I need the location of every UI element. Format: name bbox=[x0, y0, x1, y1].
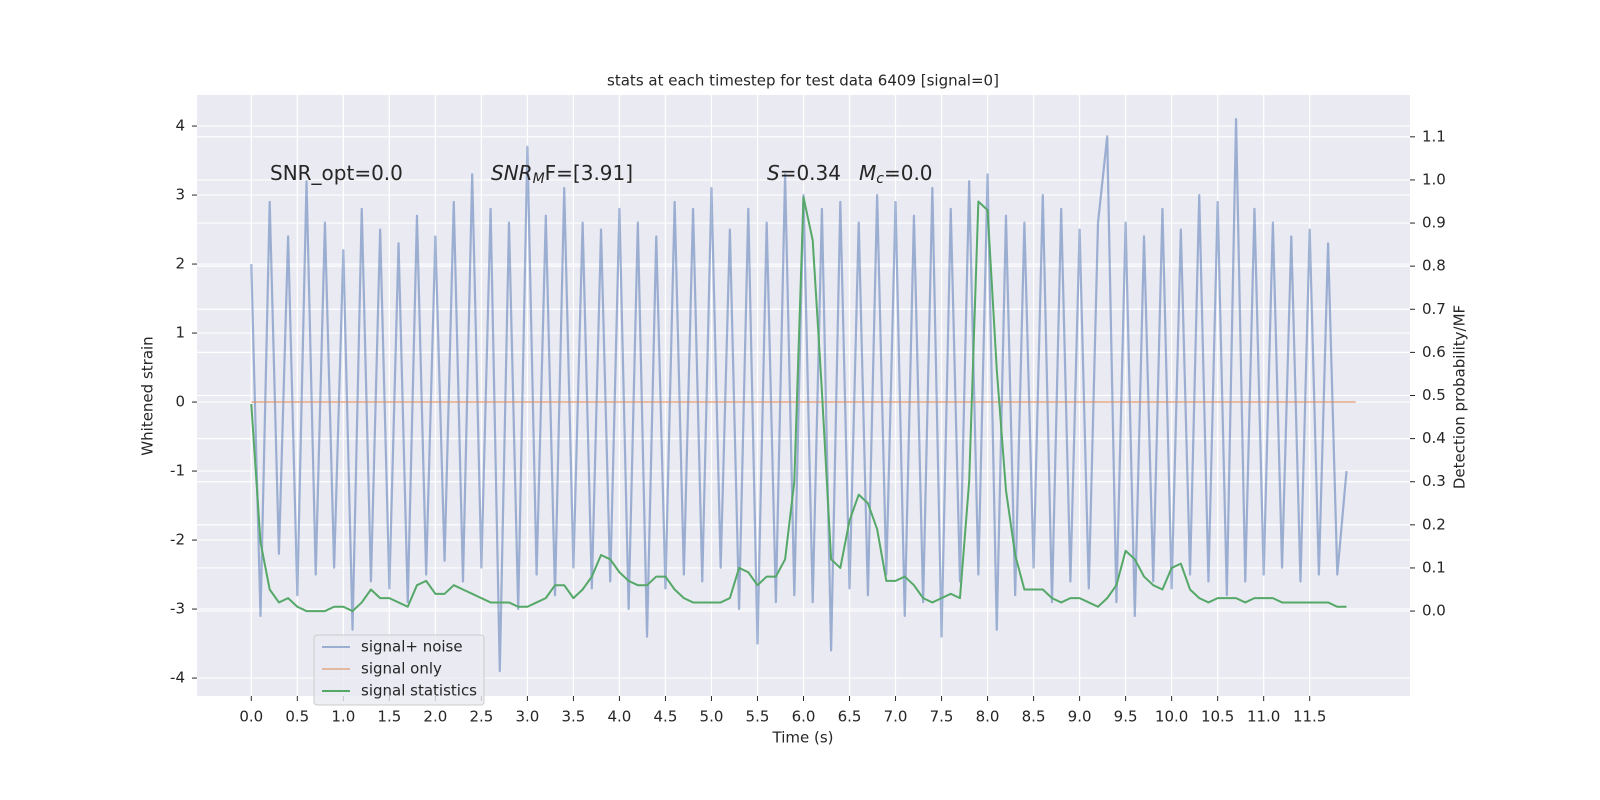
x-tick-label: 0.5 bbox=[285, 708, 309, 726]
y2-tick-label: 0.7 bbox=[1422, 300, 1446, 318]
y2-tick-label: 1.0 bbox=[1422, 170, 1446, 188]
annotation: Mc=0.0 bbox=[859, 161, 933, 188]
series-line bbox=[250, 118, 1348, 673]
y2-tick-label: 0.9 bbox=[1422, 214, 1446, 232]
grid bbox=[192, 95, 1415, 701]
x-tick-label: 6.0 bbox=[792, 708, 816, 726]
y2-tick-label: 0.5 bbox=[1422, 386, 1446, 404]
labels: 0.0 0.5 1.0 1.5 2.0 2.5 3.0 3.5 4.0 4.5 5.0 5.5 6.0 6… bbox=[170, 117, 1446, 726]
x-tick-label: 10.0 bbox=[1155, 708, 1188, 726]
annotation-italic: SNR bbox=[491, 161, 533, 185]
y-tick-label: 4 bbox=[175, 117, 185, 135]
y2-tick-label: 0.0 bbox=[1422, 602, 1446, 620]
legend-label: signal statistics bbox=[361, 682, 477, 700]
annotation-text: SNR_opt=0.0 bbox=[270, 161, 403, 185]
chart-title: stats at each timestep for test data 640… bbox=[607, 72, 999, 90]
annotation-italic: M bbox=[859, 161, 876, 185]
x-tick-label: 11.5 bbox=[1293, 708, 1326, 726]
y-tick-label: -2 bbox=[170, 531, 185, 549]
x-tick-label: 1.5 bbox=[377, 708, 401, 726]
x-tick-label: 5.5 bbox=[746, 708, 770, 726]
y-tick-label: 2 bbox=[175, 255, 185, 273]
x-tick-label: 8.5 bbox=[1022, 708, 1046, 726]
y-tick-label: -3 bbox=[170, 600, 185, 618]
annotation-text: F=[3.91] bbox=[545, 161, 633, 185]
y2-tick-label: 0.8 bbox=[1422, 257, 1446, 275]
x-tick-label: 4.5 bbox=[654, 708, 678, 726]
annotation-subscript: M bbox=[533, 171, 545, 187]
x-tick-label: 1.0 bbox=[331, 708, 355, 726]
x-tick-label: 9.5 bbox=[1114, 708, 1138, 726]
x-tick-label: 5.0 bbox=[700, 708, 724, 726]
y2-tick-label: 0.2 bbox=[1422, 515, 1446, 533]
x-tick-label: 2.5 bbox=[469, 708, 493, 726]
annotation: SNR_opt=0.0 bbox=[270, 161, 403, 185]
x-axis-label: Time (s) bbox=[772, 729, 834, 747]
y-axis-label: Whitened strain bbox=[139, 336, 157, 455]
x-tick-label: 10.5 bbox=[1201, 708, 1234, 726]
x-tick-label: 8.0 bbox=[976, 708, 1000, 726]
x-tick-label: 7.5 bbox=[930, 708, 954, 726]
annotation-text: =0.0 bbox=[884, 161, 933, 185]
x-tick-label: 7.0 bbox=[884, 708, 908, 726]
y2-tick-label: 1.1 bbox=[1422, 127, 1446, 145]
annotation-text: =0.34 bbox=[780, 161, 841, 185]
legend-label: signal only bbox=[361, 660, 442, 678]
marks bbox=[250, 118, 1356, 673]
y2-axis-label: Detection probability/MF bbox=[1451, 305, 1469, 489]
annotation-subscript: c bbox=[876, 171, 884, 187]
x-tick-label: 3.5 bbox=[561, 708, 585, 726]
legend-box bbox=[313, 634, 485, 706]
y2-tick-label: 0.6 bbox=[1422, 343, 1446, 361]
y-tick-label: -1 bbox=[170, 462, 185, 480]
x-tick-label: 9.0 bbox=[1068, 708, 1092, 726]
y-tick-label: 0 bbox=[175, 393, 185, 411]
y2-tick-label: 0.4 bbox=[1422, 429, 1446, 447]
x-tick-label: 2.0 bbox=[423, 708, 447, 726]
x-tick-label: 11.0 bbox=[1247, 708, 1280, 726]
x-tick-label: 6.5 bbox=[838, 708, 862, 726]
series-line bbox=[250, 196, 1347, 613]
legend: signal+ noise signal only signal statistic… bbox=[313, 634, 485, 706]
y-tick-label: 1 bbox=[175, 324, 185, 342]
y2-tick-label: 0.3 bbox=[1422, 472, 1446, 490]
y2-tick-label: 0.1 bbox=[1422, 558, 1446, 576]
x-tick-label: 4.0 bbox=[608, 708, 632, 726]
annotation: SNRMF=[3.91] bbox=[491, 161, 633, 188]
annotation: S=0.34 bbox=[767, 161, 841, 185]
y-tick-label: -4 bbox=[170, 669, 185, 687]
x-tick-label: 0.0 bbox=[239, 708, 263, 726]
legend-label: signal+ noise bbox=[361, 638, 463, 656]
y-tick-label: 3 bbox=[175, 186, 185, 204]
annotation-italic: S bbox=[767, 161, 780, 185]
x-tick-label: 3.0 bbox=[515, 708, 539, 726]
